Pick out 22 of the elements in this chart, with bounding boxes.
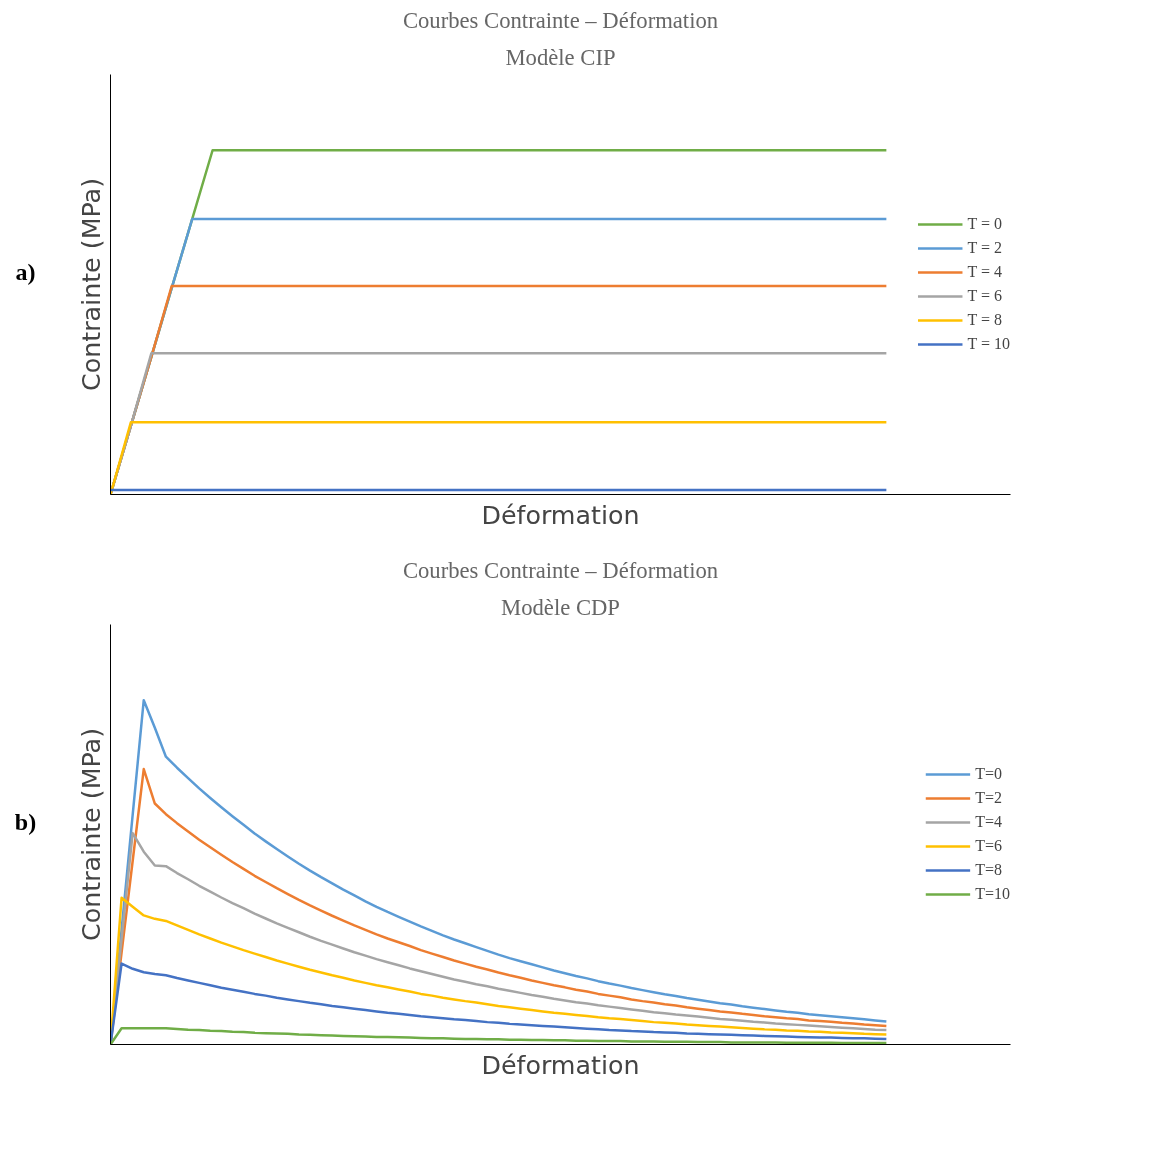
chart-subtitle: Modèle CDP	[501, 594, 620, 620]
chart-title: Courbes Contrainte – Déformation	[402, 557, 719, 583]
text: a)	[15, 258, 36, 285]
legend-label: T=8	[975, 861, 1002, 879]
legend-label: T=2	[975, 789, 1002, 807]
legend-label: T=6	[975, 837, 1002, 855]
chart-title: Courbes Contrainte – Déformation	[402, 7, 719, 33]
legend-label: T = 10	[967, 335, 1010, 353]
legend-label: T = 0	[967, 215, 1002, 233]
x-axis-title: Déformation	[481, 1049, 640, 1080]
legend-label: T = 6	[967, 287, 1002, 305]
legend-label: T=0	[975, 765, 1002, 783]
y-axis-title: Contrainte (MPa)	[75, 177, 106, 392]
legend-label: T=10	[975, 885, 1010, 903]
legend-label: T=4	[975, 813, 1002, 831]
text: b)	[14, 808, 37, 835]
chart-subtitle: Modèle CIP	[505, 44, 616, 70]
legend-label: T = 2	[967, 239, 1002, 257]
legend-label: T = 4	[967, 263, 1002, 281]
legend-label: T = 8	[967, 311, 1002, 329]
x-axis-title: Déformation	[481, 499, 640, 530]
y-axis-title: Contrainte (MPa)	[75, 727, 106, 942]
